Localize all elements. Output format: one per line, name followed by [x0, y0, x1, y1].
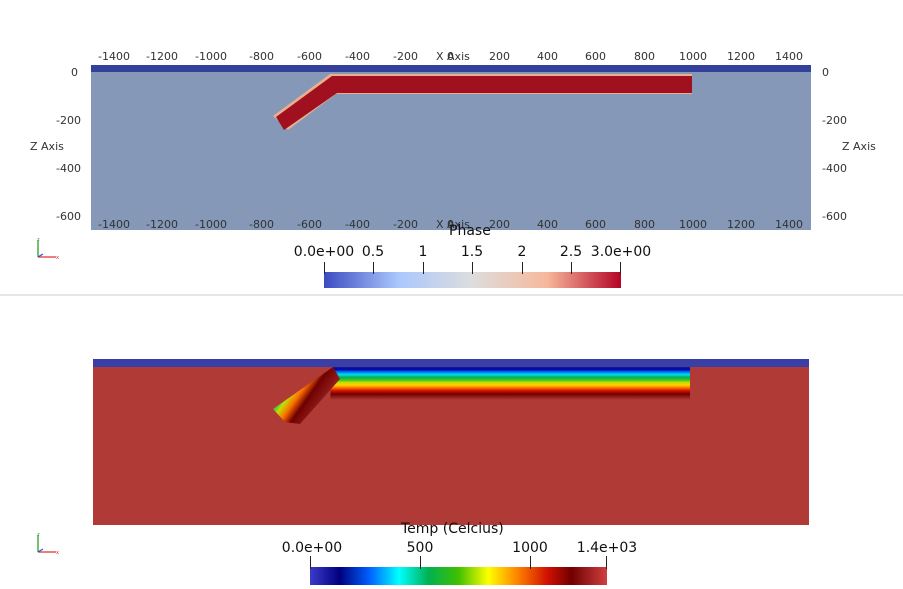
x-tick-label: -200: [393, 218, 418, 231]
phase-top-layer: [91, 65, 811, 72]
x-tick-label: -800: [249, 218, 274, 231]
phase-colorbar-title: Phase: [449, 223, 491, 239]
x-tick-label: 600: [585, 50, 606, 63]
temperature-colorbar-gradient: [310, 556, 607, 585]
x-tick-label: 200: [489, 50, 510, 63]
x-tick-label: 1400: [775, 218, 803, 231]
view-divider[interactable]: [0, 294, 903, 296]
temperature-view-panel[interactable]: z x Temp (Celcius) 0.0e+00 500 1000 1.4e…: [0, 296, 903, 589]
phase-slab: [276, 76, 692, 130]
svg-text:z: z: [37, 237, 40, 243]
axes-orientation-icon: z x: [37, 237, 59, 260]
z-tick-label: -600: [56, 210, 81, 223]
temperature-slab-dip: [273, 367, 340, 424]
x-tick-label: -1000: [195, 218, 227, 231]
x-axis-title-top: X Axis: [436, 50, 470, 63]
x-tick-label: 1000: [679, 218, 707, 231]
z-axis-title-left: Z Axis: [30, 140, 64, 153]
z-tick-label: -600: [822, 210, 847, 223]
axes-orientation-icon: z x: [37, 532, 59, 555]
z-axis-title-right: Z Axis: [842, 140, 876, 153]
phase-view-panel[interactable]: -1400 -1200 -1000 -800 -600 -400 -200 0 …: [0, 0, 903, 294]
temperature-colorbar-title: Temp (Celcius): [401, 521, 504, 537]
x-axis-title-bottom: X Axis: [436, 218, 470, 231]
x-tick-label: -400: [345, 218, 370, 231]
z-tick-label: -200: [822, 114, 847, 127]
z-tick-label: -400: [56, 162, 81, 175]
x-tick-label: 1200: [727, 218, 755, 231]
x-tick-label: 1200: [727, 50, 755, 63]
colorbar-tick-label: 500: [406, 540, 434, 556]
x-tick-label: -1200: [146, 218, 178, 231]
temperature-render[interactable]: [0, 296, 903, 531]
x-tick-label: 1400: [775, 50, 803, 63]
x-tick-label: -800: [249, 50, 274, 63]
x-tick-label: -1000: [195, 50, 227, 63]
x-tick-label: 800: [634, 50, 655, 63]
colorbar-tick-label: 2: [517, 244, 527, 260]
x-tick-label: 200: [489, 218, 510, 231]
x-tick-label: -200: [393, 50, 418, 63]
phase-colorbar-gradient: [324, 262, 621, 288]
x-tick-label: 1000: [679, 50, 707, 63]
z-tick-label: -200: [56, 114, 81, 127]
x-tick-label: -400: [345, 50, 370, 63]
z-tick-label: 0: [822, 66, 829, 79]
x-tick-label: -1400: [98, 50, 130, 63]
x-tick-label: 400: [537, 218, 558, 231]
colorbar-tick-label: 1.4e+03: [576, 540, 638, 556]
x-tick-label: -1200: [146, 50, 178, 63]
temperature-slab-flat: [330, 367, 690, 400]
colorbar-tick-label: 1.5: [460, 244, 484, 260]
svg-text:x: x: [56, 550, 59, 555]
colorbar-tick-label: 0.0e+00: [293, 244, 355, 260]
svg-text:z: z: [37, 532, 40, 538]
z-tick-label: -400: [822, 162, 847, 175]
x-tick-label: 400: [537, 50, 558, 63]
colorbar-tick-label: 2.5: [559, 244, 583, 260]
x-tick-label: 0: [447, 218, 454, 231]
colorbar-tick-label: 1000: [512, 540, 548, 556]
temperature-mantle-step: [690, 367, 809, 370]
phase-render[interactable]: [0, 0, 903, 240]
x-tick-label: 800: [634, 218, 655, 231]
z-tick-label: 0: [71, 66, 78, 79]
x-tick-label: -600: [297, 218, 322, 231]
colorbar-tick-label: 3.0e+00: [590, 244, 652, 260]
colorbar-tick-label: 0.5: [361, 244, 385, 260]
colorbar-tick-label: 0.0e+00: [281, 540, 343, 556]
x-tick-label: -1400: [98, 218, 130, 231]
colorbar-tick-label: 1: [418, 244, 428, 260]
x-tick-label: 600: [585, 218, 606, 231]
x-tick-label: -600: [297, 50, 322, 63]
x-tick-label: 0: [447, 50, 454, 63]
svg-text:x: x: [56, 255, 59, 260]
temperature-top-layer: [93, 359, 809, 367]
